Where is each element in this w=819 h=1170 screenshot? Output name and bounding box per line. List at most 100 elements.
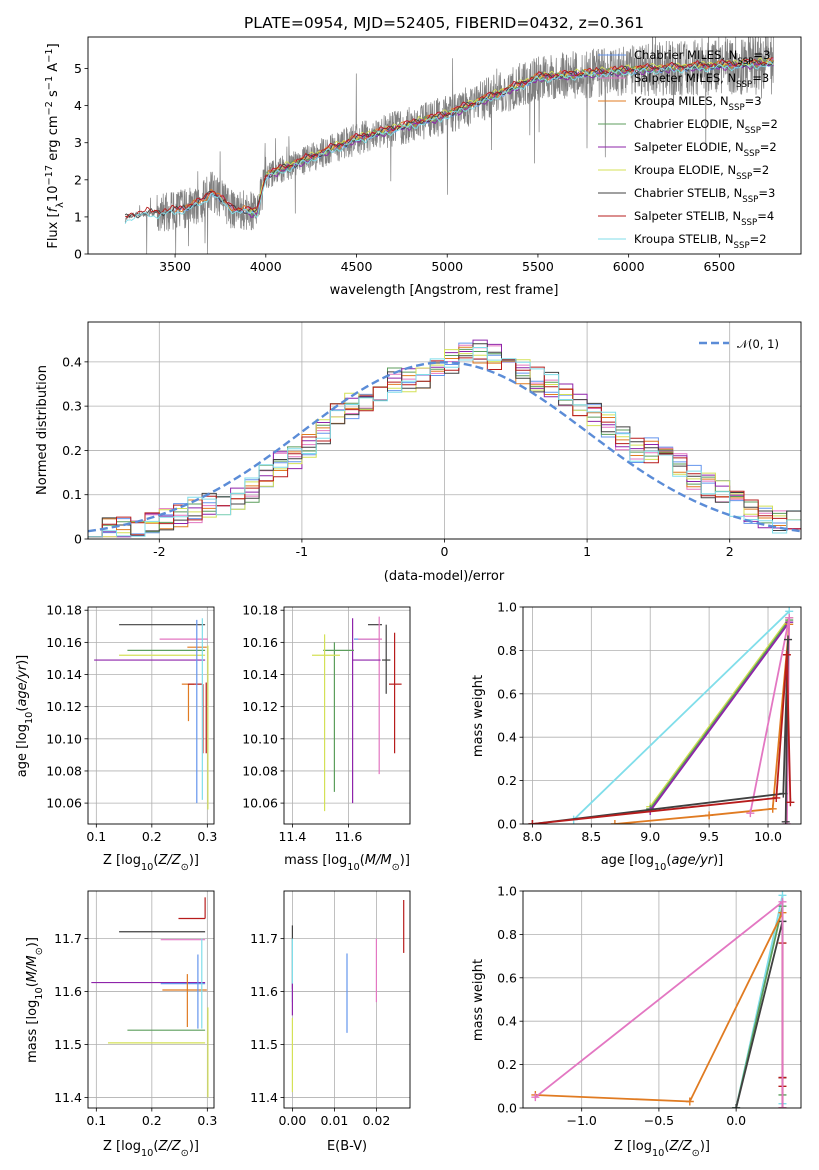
- x-tick-label: 0.2: [142, 829, 162, 844]
- y-tick-label: 0.0: [497, 1101, 517, 1116]
- mass-weight-marker: [778, 897, 787, 906]
- axes-frame: [87, 606, 215, 825]
- mass-weight-line: [649, 619, 790, 810]
- panel-2: 0.1 0.2 0.3 10.06 10.08 10.10 10.12 10.14 10.16 1…: [15, 603, 217, 873]
- y-axis-label: mass [log10(M/M⊙)]: [25, 937, 45, 1063]
- x-tick-label: 11.6: [334, 829, 362, 844]
- y-tick-label: 0.0: [497, 817, 517, 832]
- y-tick-label: 11.6: [54, 984, 82, 999]
- y-tick-label: 10.14: [46, 667, 82, 682]
- x-tick-label: −0.5: [644, 1113, 674, 1128]
- x-tick-label: 0.0: [726, 1113, 746, 1128]
- y-tick-label: 10.06: [242, 796, 278, 811]
- x-tick-label: 8.0: [522, 829, 542, 844]
- y-tick-label: 10.06: [46, 796, 82, 811]
- mass-weight-marker: [610, 820, 619, 824]
- axes-frame: [522, 890, 802, 1109]
- mass-weight-marker: [531, 1093, 540, 1102]
- mass-weight-marker: [732, 1104, 741, 1108]
- x-tick-label: 1: [583, 544, 591, 559]
- y-tick-label: 0.4: [497, 730, 517, 745]
- normal-reference-curve: [88, 361, 801, 533]
- y-tick-label: 0.2: [497, 1057, 517, 1072]
- plot-area: [291, 899, 405, 1093]
- mass-weight-marker: [786, 798, 795, 807]
- y-tick-label: 0.6: [497, 970, 517, 985]
- y-tick-label: 11.5: [54, 1037, 82, 1052]
- y-tick-label: 11.7: [250, 931, 278, 946]
- y-tick-label: 11.6: [250, 984, 278, 999]
- x-tick-label: 4000: [250, 259, 282, 274]
- x-tick-label: 9.5: [699, 829, 719, 844]
- y-tick-label: 0.8: [497, 927, 517, 942]
- legend-entry: Chabrier MILES, NSSP=3: [634, 48, 770, 67]
- mass-weight-marker: [784, 635, 793, 644]
- x-axis-label: Z [log10(Z/Z⊙)]: [103, 853, 199, 873]
- y-tick-label: 10.14: [242, 667, 278, 682]
- plot-area: [531, 891, 787, 1108]
- y-axis-label: mass weight: [471, 675, 486, 757]
- x-tick-label: 3500: [159, 259, 191, 274]
- mass-weight-line: [735, 921, 784, 1108]
- y-tick-label: 11.7: [54, 931, 82, 946]
- x-tick-label: 5000: [431, 259, 463, 274]
- x-tick-label: 8.5: [581, 829, 601, 844]
- plot-area: [88, 339, 801, 538]
- x-tick-label: 4500: [341, 259, 373, 274]
- plot-area: [312, 616, 402, 812]
- x-tick-label: 11.4: [278, 829, 306, 844]
- legend-entry: Kroupa STELIB, NSSP=2: [634, 232, 767, 251]
- y-tick-label: 3: [74, 135, 82, 150]
- y-tick-label: 0.6: [497, 686, 517, 701]
- error-bar-point: [187, 683, 204, 754]
- legend-entry: Chabrier STELIB, NSSP=3: [634, 186, 775, 205]
- x-tick-label: 0.01: [320, 1113, 348, 1128]
- legend-entry: 𝒩(0, 1): [737, 337, 779, 351]
- mass-weight-marker: [685, 1097, 694, 1106]
- mass-weight-line: [573, 610, 790, 821]
- y-tick-label: 0.2: [497, 773, 517, 788]
- y-tick-label: 2: [74, 172, 82, 187]
- mass-weight-marker: [782, 650, 791, 659]
- y-axis-label: age [log10(age/yr)]: [15, 655, 35, 778]
- mass-weight-line: [532, 639, 789, 824]
- y-tick-label: 10.08: [242, 763, 278, 778]
- x-tick-label: 0.1: [86, 829, 106, 844]
- mass-weight-line: [649, 617, 790, 808]
- y-tick-label: 11.4: [250, 1090, 278, 1105]
- y-tick-label: 0.3: [62, 399, 82, 414]
- plot-area: [91, 897, 209, 1098]
- legend-entry: Chabrier ELODIE, NSSP=2: [634, 117, 778, 136]
- y-tick-label: 10.10: [46, 731, 82, 746]
- panel-1: -2 -1 0 1 2 0 0.1 0.2 0.3 0.4 (data-model)/error No…: [35, 321, 802, 584]
- y-tick-label: 0.4: [497, 1014, 517, 1029]
- panel-0: 3500 4000 4500 5000 5500 6000 6500 0 1 2 3 4 5 PLATE=…: [44, 14, 802, 298]
- x-tick-label: 0.3: [197, 829, 217, 844]
- x-axis-label: (data-model)/error: [384, 569, 505, 584]
- panel-5: 0.1 0.2 0.3 11.4 11.5 11.6 11.7 Z [log10(Z/Z⊙)]…: [25, 890, 217, 1159]
- mass-weight-marker: [778, 1104, 787, 1108]
- x-tick-label: 0.1: [86, 1113, 106, 1128]
- mass-weight-marker: [785, 613, 794, 622]
- residual-histogram: [88, 349, 801, 538]
- mass-weight-marker: [746, 809, 755, 818]
- legend-entry: Kroupa MILES, NSSP=3: [634, 94, 762, 113]
- model-series-line: [125, 56, 774, 219]
- y-tick-label: 10.16: [242, 635, 278, 650]
- x-tick-label: 6000: [613, 259, 645, 274]
- x-tick-label: 0.02: [362, 1113, 390, 1128]
- y-tick-label: 10.08: [46, 763, 82, 778]
- panel-3: 11.4 11.6 10.06 10.08 10.10 10.12 10.14 10.16 10…: [242, 603, 411, 873]
- y-tick-label: 0.1: [62, 487, 82, 502]
- y-tick-label: 10.18: [242, 603, 278, 618]
- legend-entry: Salpeter ELODIE, NSSP=2: [634, 140, 777, 159]
- axes-frame: [283, 606, 411, 825]
- mass-weight-marker: [781, 817, 790, 824]
- y-tick-label: 0: [74, 247, 82, 262]
- x-tick-label: 2: [726, 544, 734, 559]
- mass-weight-marker: [772, 793, 781, 802]
- axes-frame: [283, 890, 411, 1109]
- y-tick-label: 10.18: [46, 603, 82, 618]
- y-tick-label: 10.12: [242, 699, 278, 714]
